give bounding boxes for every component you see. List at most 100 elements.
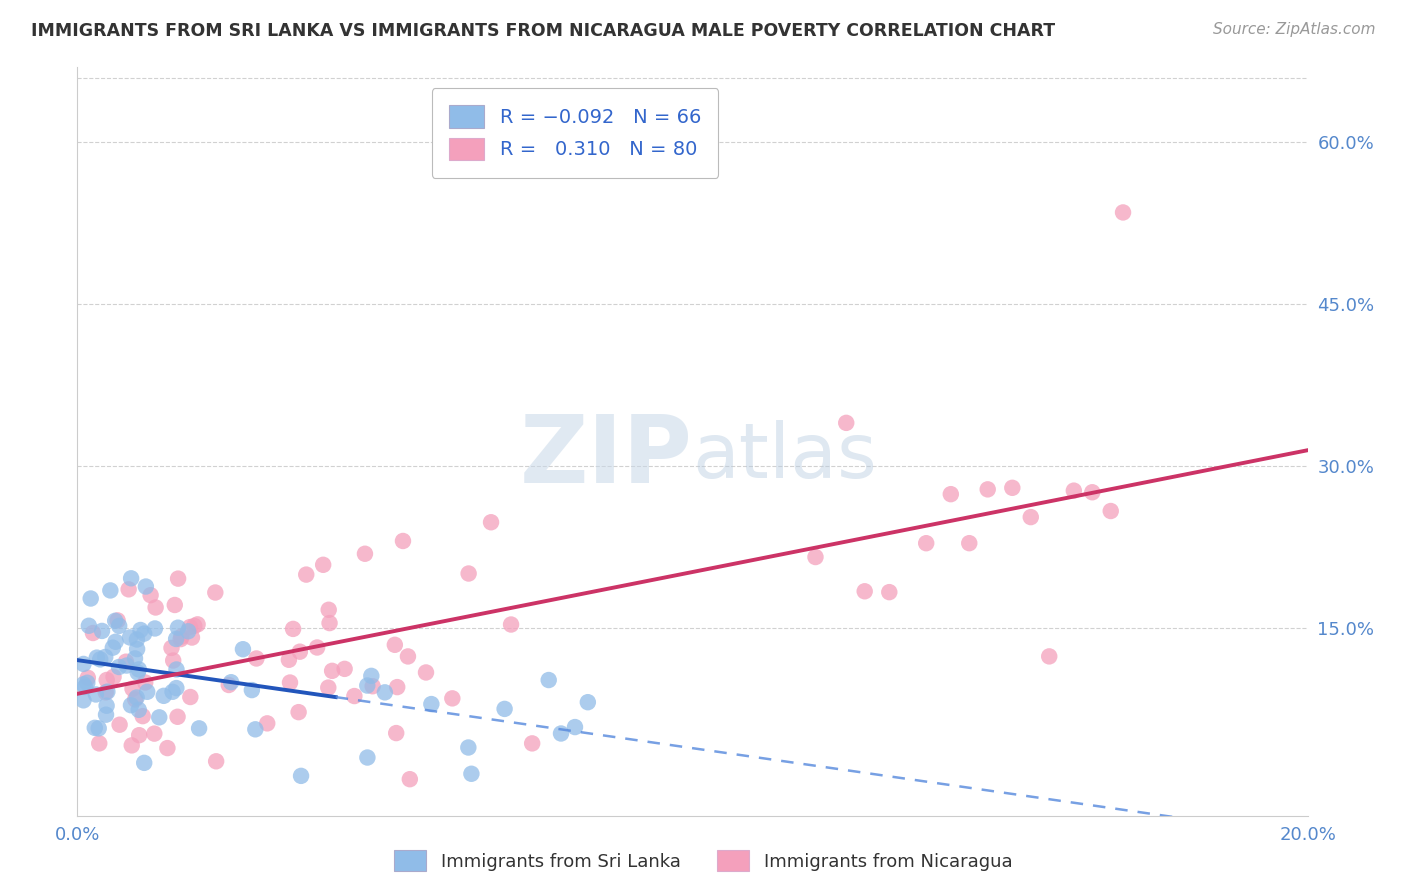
Point — [398, 772, 420, 787]
Point — [281, 622, 304, 636]
Point — [179, 690, 201, 704]
Point — [384, 638, 406, 652]
Point — [1001, 481, 1024, 495]
Point — [89, 736, 111, 750]
Point — [107, 614, 129, 628]
Point — [318, 616, 340, 631]
Text: atlas: atlas — [693, 419, 877, 493]
Point — [183, 619, 205, 633]
Point — [415, 665, 437, 680]
Point — [72, 677, 94, 691]
Point — [177, 624, 200, 639]
Point — [278, 675, 301, 690]
Point — [441, 691, 464, 706]
Point — [1038, 649, 1060, 664]
Point — [124, 651, 146, 665]
Point — [125, 690, 148, 705]
Point — [1019, 510, 1042, 524]
Point — [77, 619, 100, 633]
Point — [240, 683, 263, 698]
Point — [82, 626, 104, 640]
Point — [499, 617, 522, 632]
Point — [360, 669, 382, 683]
Point — [165, 681, 187, 695]
Point — [134, 756, 156, 770]
Point — [318, 603, 340, 617]
Point — [576, 695, 599, 709]
Point — [120, 698, 142, 713]
Point — [84, 688, 107, 702]
Point — [162, 654, 184, 668]
Point — [87, 722, 110, 736]
Point — [94, 685, 117, 699]
Point — [101, 640, 124, 655]
Point — [277, 653, 299, 667]
Point — [108, 717, 131, 731]
Legend: R = −0.092   N = 66, R =   0.310   N = 80: R = −0.092 N = 66, R = 0.310 N = 80 — [432, 87, 718, 178]
Point — [103, 670, 125, 684]
Point — [108, 619, 131, 633]
Point — [392, 533, 415, 548]
Point — [915, 536, 938, 550]
Point — [80, 591, 103, 606]
Point — [76, 675, 98, 690]
Point — [550, 726, 572, 740]
Point — [835, 416, 858, 430]
Point — [156, 741, 179, 756]
Point — [181, 631, 204, 645]
Point — [288, 645, 311, 659]
Point — [120, 571, 142, 585]
Point — [139, 588, 162, 602]
Point — [135, 580, 157, 594]
Point — [76, 671, 98, 685]
Point — [290, 769, 312, 783]
Point — [121, 681, 143, 696]
Point — [396, 649, 419, 664]
Point — [977, 483, 1000, 497]
Point — [312, 558, 335, 572]
Point — [121, 739, 143, 753]
Point — [537, 673, 560, 687]
Point — [179, 620, 201, 634]
Point — [170, 632, 193, 646]
Point — [125, 632, 148, 647]
Point — [295, 567, 318, 582]
Text: ZIP: ZIP — [520, 410, 693, 502]
Point — [131, 709, 153, 723]
Point — [118, 631, 141, 645]
Point — [127, 642, 149, 657]
Point — [219, 675, 242, 690]
Point — [1081, 485, 1104, 500]
Point — [1099, 504, 1122, 518]
Point — [356, 750, 378, 764]
Point — [98, 583, 121, 598]
Point — [94, 707, 117, 722]
Point — [104, 614, 127, 628]
Point — [96, 684, 118, 698]
Point — [115, 658, 138, 673]
Point — [160, 640, 183, 655]
Point — [187, 617, 209, 632]
Point — [256, 716, 278, 731]
Point — [86, 650, 108, 665]
Point — [321, 664, 343, 678]
Point — [163, 598, 186, 612]
Point — [957, 536, 980, 550]
Point — [166, 663, 188, 677]
Point — [245, 651, 267, 665]
Point — [96, 673, 118, 687]
Point — [128, 662, 150, 676]
Point — [333, 662, 356, 676]
Point — [420, 697, 443, 711]
Point — [108, 660, 131, 674]
Point — [166, 710, 188, 724]
Point — [129, 623, 152, 637]
Text: Source: ZipAtlas.com: Source: ZipAtlas.com — [1212, 22, 1375, 37]
Point — [1112, 205, 1135, 219]
Point — [115, 655, 138, 669]
Point — [520, 736, 543, 750]
Point — [72, 693, 94, 707]
Point — [117, 582, 139, 597]
Point — [564, 720, 586, 734]
Point — [307, 640, 329, 655]
